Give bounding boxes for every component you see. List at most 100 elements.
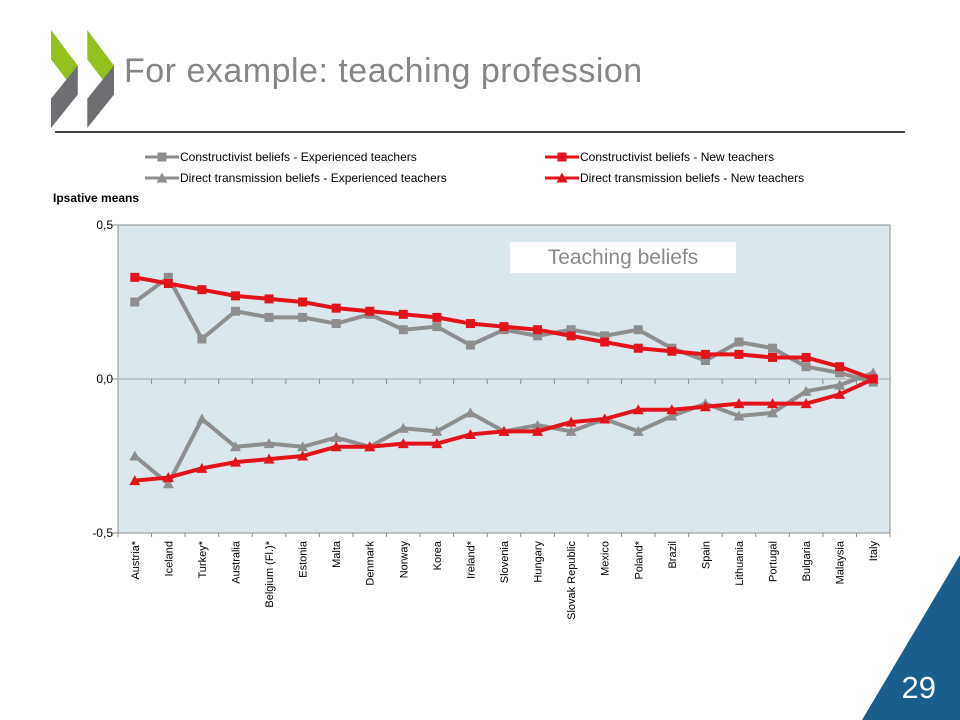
x-axis-label: Italy	[868, 541, 880, 562]
chart-legend: Constructivist beliefs - Experienced tea…	[145, 150, 945, 185]
marker-triangle	[129, 450, 141, 461]
x-axis-label: Lithuania	[734, 540, 746, 586]
logo-chevron2-gray	[87, 65, 114, 128]
marker-triangle	[196, 462, 208, 473]
marker-triangle	[297, 441, 309, 452]
marker-triangle	[330, 432, 342, 443]
title-divider	[55, 131, 905, 133]
logo-chevron1-gray	[51, 65, 78, 128]
marker-square	[365, 306, 375, 316]
marker-triangle	[800, 398, 812, 409]
x-axis-label: Australia	[230, 540, 242, 584]
marker-square	[768, 343, 778, 353]
x-axis-label: Estonia	[298, 540, 310, 578]
marker-square	[298, 297, 308, 307]
corner-triangle	[862, 555, 960, 720]
marker-triangle	[565, 425, 577, 436]
legend-marker-gray-square-icon	[145, 152, 179, 162]
marker-square	[264, 312, 274, 322]
marker-triangle	[229, 456, 241, 467]
x-axis-label: Denmark	[365, 541, 377, 586]
marker-triangle	[397, 438, 409, 449]
y-axis-title: Ipsative means	[53, 191, 140, 205]
marker-square	[533, 325, 543, 335]
legend-label: Direct transmission beliefs - Experience…	[180, 171, 447, 185]
marker-square	[835, 368, 845, 378]
marker-triangle	[464, 407, 476, 418]
marker-triangle	[532, 425, 544, 436]
marker-triangle	[800, 385, 812, 396]
x-axis-label: Hungary	[533, 541, 545, 583]
marker-square	[734, 337, 744, 347]
x-axis-label: Poland*	[633, 540, 645, 579]
marker-square	[298, 312, 308, 322]
marker-square	[130, 297, 140, 307]
legend-label: Constructivist beliefs - New teachers	[580, 150, 775, 164]
marker-square	[465, 340, 475, 350]
marker-square	[331, 303, 341, 313]
marker-triangle	[699, 401, 711, 412]
marker-square	[465, 319, 475, 329]
marker-square	[768, 352, 778, 362]
marker-square	[331, 319, 341, 329]
x-axis-label: Slovenia	[499, 540, 511, 583]
marker-triangle	[767, 398, 779, 409]
marker-triangle	[834, 379, 846, 390]
marker-square	[230, 306, 240, 316]
marker-triangle	[330, 441, 342, 452]
marker-square	[197, 334, 207, 344]
slide-title: For example: teaching profession	[124, 52, 643, 90]
marker-triangle	[565, 416, 577, 427]
marker-square	[197, 285, 207, 295]
x-axis-label: Turkey*	[197, 540, 209, 578]
marker-square	[801, 352, 811, 362]
marker-triangle	[733, 410, 745, 421]
marker-square	[600, 337, 610, 347]
y-tick-label: -0,5	[92, 526, 113, 540]
x-axis-label: Malaysia	[835, 540, 847, 584]
marker-square	[230, 291, 240, 301]
marker-triangle	[733, 398, 745, 409]
x-axis-label: Iceland	[163, 541, 175, 576]
legend-label: Direct transmission beliefs - New teache…	[580, 171, 805, 185]
marker-square	[700, 349, 710, 359]
chart-label-text: Teaching beliefs	[547, 245, 699, 269]
marker-square	[130, 272, 140, 282]
legend-label: Constructivist beliefs - Experienced tea…	[180, 150, 417, 164]
marker-triangle	[431, 425, 443, 436]
marker-triangle	[162, 472, 174, 483]
marker-triangle	[767, 407, 779, 418]
marker-triangle	[263, 453, 275, 464]
legend-marker-gray-triangle-icon	[145, 172, 179, 183]
x-axis-label: Korea	[432, 540, 444, 570]
marker-triangle	[632, 404, 644, 415]
marker-square	[398, 309, 408, 319]
marker-square	[734, 349, 744, 359]
marker-triangle	[666, 410, 678, 421]
x-axis-label: Belgium (Fl.)*	[264, 540, 276, 607]
marker-square	[566, 325, 576, 335]
y-tick-label: 0,0	[96, 372, 113, 386]
marker-triangle	[532, 419, 544, 430]
marker-triangle	[599, 413, 611, 424]
marker-square	[667, 346, 677, 356]
marker-square	[700, 356, 710, 366]
marker-triangle	[834, 388, 846, 399]
marker-triangle	[867, 373, 879, 384]
legend-item: Constructivist beliefs - Experienced tea…	[145, 150, 545, 164]
x-axis-label: Malta	[331, 540, 343, 568]
marker-triangle	[297, 450, 309, 461]
marker-square	[398, 325, 408, 335]
marker-triangle	[498, 425, 510, 436]
marker-triangle	[431, 438, 443, 449]
x-axis-label: Bulgaria	[801, 540, 813, 581]
marker-triangle	[129, 475, 141, 486]
chart-label-box: Teaching beliefs	[510, 242, 736, 273]
marker-square	[801, 362, 811, 372]
marker-square	[499, 322, 509, 332]
marker-triangle	[666, 404, 678, 415]
legend-marker-red-square-icon	[545, 152, 579, 162]
x-axis-label: Portugal	[768, 541, 780, 582]
x-axis-label: Norway	[398, 541, 410, 579]
marker-square	[163, 279, 173, 289]
